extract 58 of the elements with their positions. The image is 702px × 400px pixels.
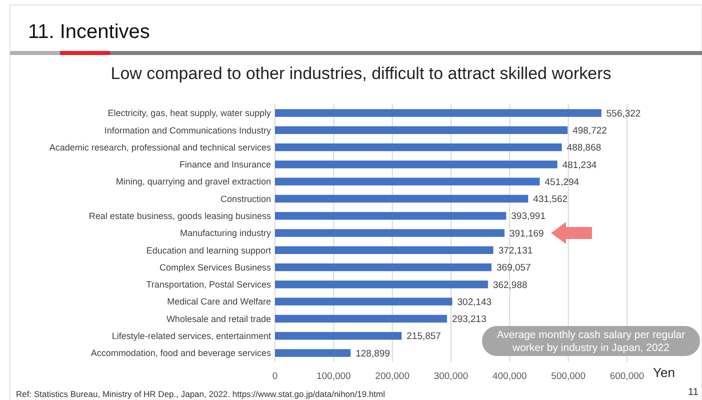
x-tick-label: 100,000 [316,371,351,382]
bar [275,314,448,323]
y-tick-label: Academic research, professional and technical services [49,142,272,152]
y-tick-label: Medical Care and Welfare [167,296,271,307]
text: Ref: Statistics Bureau, Ministry of HR Dep., Japan, 2022. https://www.stat.go.jp/data/nihon/19.html [16,389,386,399]
y-tick-label: Transportation, Postal Services [146,280,272,290]
data-label: 293,213 [452,314,486,326]
y-tick-label: Electricity, gas, heat supply, water supply [108,108,272,118]
data-label: 128,899 [356,348,390,360]
text: 11 [688,387,699,398]
data-label: 215,857 [406,331,441,342]
bar [275,298,452,306]
bar [275,263,492,272]
data-label: 391,169 [509,228,544,240]
bar [275,332,402,340]
y-tick-label: Wholesale and retail trade [166,314,271,324]
bar [275,212,506,220]
x-tick-label: 0 [272,371,278,382]
data-label: 393,991 [511,211,546,222]
bar [275,349,351,357]
bar [275,160,558,168]
bar [275,229,504,237]
bar [275,109,602,117]
y-tick-label: Lifestyle-related services, entertainment [112,331,272,342]
bar [275,126,568,134]
data-label: 498,722 [572,125,607,136]
text: 11. Incentives [28,21,150,43]
chart-subtitle: Low compared to other industries, difficult to attract skilled workers [110,64,612,83]
x-tick-label: 400,000 [492,371,527,382]
bar [275,143,562,152]
data-label: 369,057 [496,262,531,274]
y-tick-label: Complex Services Business [159,262,272,272]
x-tick-label: 600,000 [610,371,644,382]
x-tick-label: 300,000 [434,371,468,382]
y-tick-label: Information and Communications Industry [104,125,272,136]
x-axis-title: Yen [653,365,675,380]
data-label: 488,868 [566,142,602,154]
data-label: 481,234 [562,160,597,171]
y-tick-label: Construction [220,194,271,204]
data-label: 431,562 [533,194,568,206]
bar [275,194,528,203]
y-tick-label: Accommodation, food and beverage services [90,348,272,358]
data-label: 556,322 [606,108,641,120]
bar [275,246,494,254]
x-tick-label: 500,000 [551,371,586,382]
y-tick-label: Manufacturing industry [180,228,272,238]
y-tick-label: Mining, quarrying and gravel extraction [116,176,271,187]
data-label: 451,294 [544,176,580,188]
y-tick-label: Finance and Insurance [179,160,271,170]
x-tick-label: 200,000 [375,371,410,382]
data-label: 362,988 [492,280,528,291]
bar [275,178,540,186]
y-tick-label: Education and learning support [146,245,272,256]
annotation: Average monthly cash salary per regular worker by industry in Japan, 2022 [496,329,686,354]
bar [275,280,488,288]
y-tick-label: Real estate business, goods leasing business [88,211,272,222]
data-label: 372,131 [498,245,533,256]
data-label: 302,143 [457,296,492,308]
